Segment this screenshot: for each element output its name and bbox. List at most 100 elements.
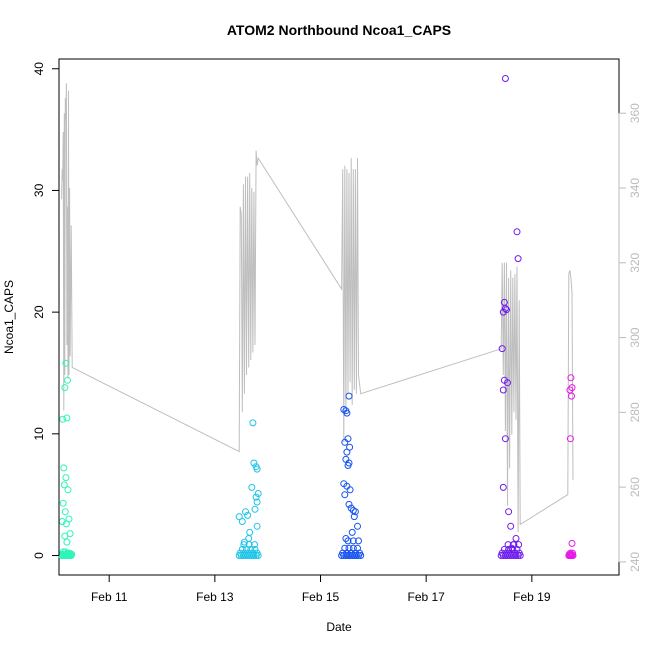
data-point [249,419,257,427]
data-point [244,511,252,519]
data-point [238,518,246,525]
data-point [253,549,261,557]
data-point [343,448,351,456]
data-point [247,545,255,553]
data-point [511,549,519,557]
data-point [249,549,257,557]
data-point [240,549,248,557]
data-point [62,359,70,367]
y-tick-label: 0 [32,552,46,559]
data-point [566,549,574,557]
data-point [60,464,68,472]
data-point [512,535,520,542]
y2-tick-label: 360 [628,103,642,123]
data-point [68,550,76,558]
data-point [342,407,350,415]
data-point [501,435,509,443]
data-point [60,481,68,489]
data-point [63,538,71,546]
y-axis-label: Ncoa1_CAPS [2,280,16,354]
y2-tick-label: 320 [628,252,642,272]
data-point [251,545,259,553]
data-point [503,549,510,557]
y-tick-label: 40 [32,62,46,76]
data-point [63,414,71,422]
data-point [514,255,522,263]
y2-tick-label: 240 [628,552,642,572]
chart-title: ATOM2 Northbound Ncoa1_CAPS [227,22,451,38]
y-tick-label: 20 [32,305,46,319]
data-point [568,550,575,558]
data-point [566,435,574,443]
data-point [515,549,523,557]
data-point [513,545,521,553]
y2-tick-label: 300 [628,327,642,347]
x-axis-label: Date [326,620,352,634]
data-point [510,541,518,549]
data-point [505,508,513,516]
data-point [248,483,256,491]
data-point [354,522,361,530]
data-point [346,486,354,494]
data-point [253,522,261,530]
data-point [354,544,361,552]
data-point [349,544,357,552]
data-point [341,438,349,446]
x-tick-label: Feb 11 [91,590,128,604]
y-axis: 0 10 20 30 40 [32,62,60,559]
data-point [59,499,67,507]
y2-tick-label: 340 [628,178,642,198]
data-point [499,386,507,394]
data-point [515,541,523,549]
data-point [246,528,254,536]
y-tick-label: 30 [32,183,46,197]
data-point [59,548,67,556]
data-point [250,459,258,467]
data-point [507,549,515,557]
data-point [345,544,353,552]
data-point [245,535,253,542]
line-layer [61,83,574,533]
data-point [62,520,70,528]
data-point [567,374,575,382]
data-point [508,544,516,552]
data-point [242,508,249,516]
data-point [499,483,507,491]
data-point [513,228,521,236]
y2-tick-label: 280 [628,402,642,422]
data-point [62,474,70,482]
data-point [61,384,69,392]
data-point [345,392,353,400]
data-point [235,513,243,521]
data-point [236,549,244,557]
data-point [565,550,573,558]
plot-frame [58,58,620,576]
data-point [568,539,576,547]
data-point [64,376,71,384]
data-point [351,508,359,516]
data-point [507,522,515,530]
data-point [251,505,259,513]
data-point [341,544,349,552]
data-point [342,535,350,542]
data-point [61,508,69,516]
data-point [253,498,261,506]
data-point [251,541,258,549]
data-point [569,549,576,557]
data-point [350,513,358,521]
points-layer [58,75,577,559]
data-point [345,500,353,508]
data-point [498,345,506,353]
data-point [501,75,509,82]
data-point [64,486,72,494]
data-point [504,379,511,387]
data-point [61,532,69,540]
data-point [344,435,352,443]
data-point [349,537,357,545]
data-point [238,545,246,553]
data-point [341,491,349,499]
data-point [252,493,260,501]
data-point [501,305,509,312]
y-tick-label: 10 [32,427,46,441]
